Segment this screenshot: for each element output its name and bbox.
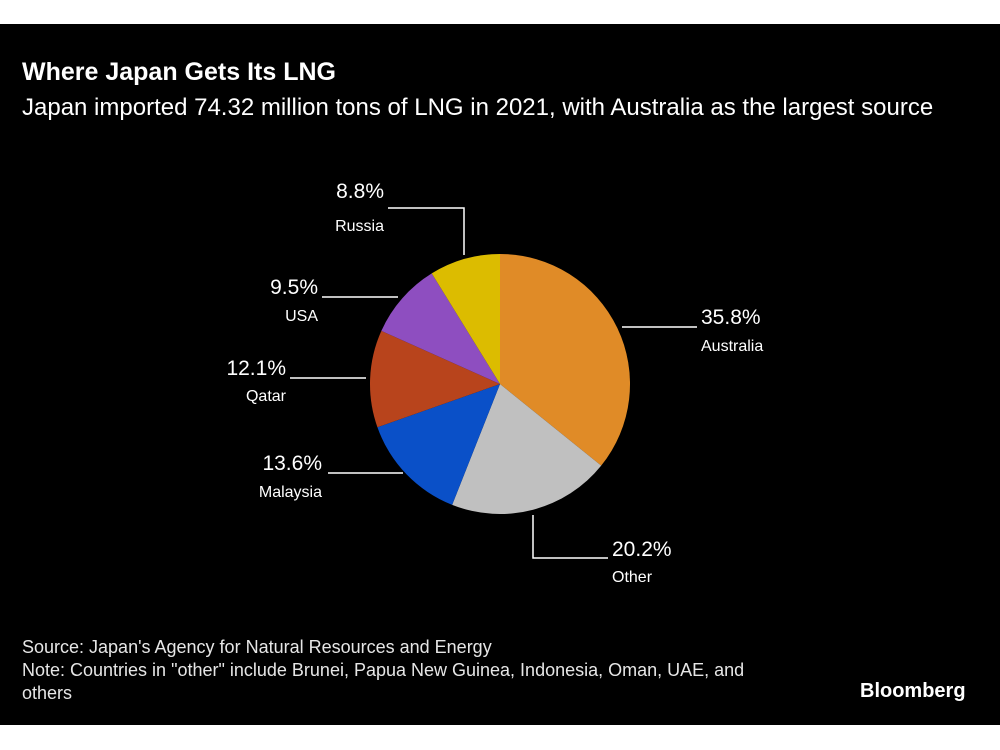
pct-label-australia: 35.8% (701, 306, 761, 329)
pie-slice-usa (381, 273, 500, 384)
leader-line-other (532, 515, 608, 559)
pct-label-other: 20.2% (612, 538, 672, 561)
name-label-other: Other (612, 569, 653, 586)
pie-slice-malaysia (377, 384, 500, 505)
leader-line-russia (388, 207, 465, 255)
footer: Source: Japan's Agency for Natural Resou… (22, 636, 782, 705)
pct-label-qatar: 12.1% (226, 357, 286, 380)
name-label-russia: Russia (335, 218, 384, 235)
pct-label-usa: 9.5% (270, 276, 318, 299)
pct-label-malaysia: 13.6% (262, 452, 322, 475)
footnote: Note: Countries in "other" include Brune… (22, 660, 745, 703)
name-label-qatar: Qatar (246, 388, 287, 405)
chart-subtitle: Japan imported 74.32 million tons of LNG… (22, 94, 934, 121)
chart-title: Where Japan Gets Its LNG (22, 58, 336, 86)
pie-slice-qatar (369, 330, 500, 428)
name-label-australia: Australia (701, 338, 763, 355)
pie-slice-other (452, 384, 602, 514)
pct-label-russia: 8.8% (336, 180, 384, 203)
source-note: Source: Japan's Agency for Natural Resou… (22, 637, 492, 657)
name-label-malaysia: Malaysia (259, 484, 322, 501)
bloomberg-logo: Bloomberg (860, 680, 966, 702)
pie-slice-russia (431, 254, 500, 384)
pie-slice-australia (500, 254, 631, 466)
name-label-usa: USA (285, 308, 318, 325)
